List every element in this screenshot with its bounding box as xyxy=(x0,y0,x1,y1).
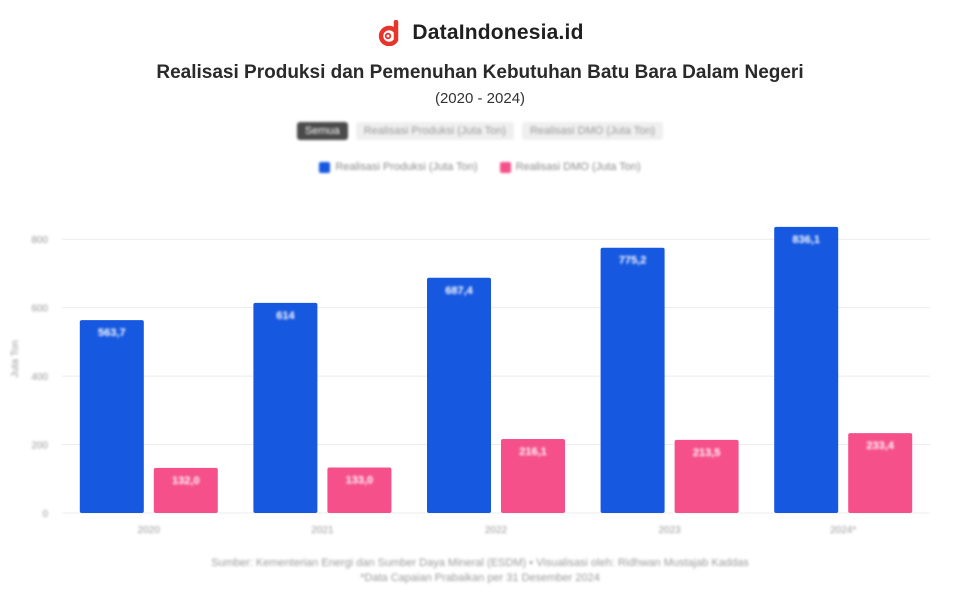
data-label: 233,4 xyxy=(866,440,894,452)
data-label: 614 xyxy=(276,310,295,322)
x-tick-label: 2021 xyxy=(311,525,334,536)
dataindonesia-logo-icon xyxy=(376,19,402,47)
bar-dmo[interactable] xyxy=(501,439,565,513)
bar-produksi[interactable] xyxy=(79,320,144,513)
x-tick-label: 2024* xyxy=(830,525,856,536)
brand-header: DataIndonesia.id xyxy=(0,19,960,47)
x-tick-label: 2020 xyxy=(138,525,161,536)
legend-swatch-dmo xyxy=(499,161,511,173)
chart-legend: Realisasi Produksi (Juta Ton) Realisasi … xyxy=(0,161,960,173)
brand-name[interactable]: DataIndonesia.id xyxy=(412,21,584,44)
chart-subtitle: (2020 - 2024) xyxy=(434,90,526,107)
y-axis-title: Juta Ton xyxy=(10,340,21,378)
legend-swatch-produksi xyxy=(319,161,331,173)
footnote-text: *Data Capaian Prabaikan per 31 Desember … xyxy=(360,572,600,584)
toggle-semua[interactable]: Semua xyxy=(296,122,348,140)
bar-produksi[interactable] xyxy=(600,247,665,513)
legend-label-dmo: Realisasi DMO (Juta Ton) xyxy=(515,161,641,173)
data-label: 132,0 xyxy=(172,475,200,487)
toggle-produksi[interactable]: Realisasi Produksi (Juta Ton) xyxy=(355,122,514,140)
bar-dmo[interactable] xyxy=(848,433,913,513)
chart-source: Sumber: Kementerian Energi dan Sumber Da… xyxy=(0,556,960,586)
bar-produksi[interactable] xyxy=(774,226,839,514)
data-label: 687,4 xyxy=(445,285,473,297)
x-tick-label: 2022 xyxy=(485,525,508,536)
bar-chart: 0 200 400 600 800 Juta Ton 563,7 132,0 2020 614 13… xyxy=(10,226,930,536)
bar-produksi[interactable] xyxy=(253,302,318,513)
legend-label-produksi: Realisasi Produksi (Juta Ton) xyxy=(335,161,478,173)
data-label: 216,1 xyxy=(519,446,547,458)
source-text: Sumber: Kementerian Energi dan Sumber Da… xyxy=(211,557,749,569)
bar-dmo[interactable] xyxy=(327,467,392,513)
y-tick-label: 800 xyxy=(31,235,48,246)
x-tick-label: 2023 xyxy=(658,525,681,536)
y-tick-label: 400 xyxy=(31,372,48,383)
series-toggle-group: Semua Realisasi Produksi (Juta Ton) Real… xyxy=(0,122,960,140)
toggle-dmo[interactable]: Realisasi DMO (Juta Ton) xyxy=(521,122,664,140)
data-label: 133,0 xyxy=(346,474,374,486)
bar-dmo[interactable] xyxy=(153,467,218,513)
y-tick-label: 200 xyxy=(31,441,48,452)
y-tick-label: 600 xyxy=(31,304,48,315)
data-label: 775,2 xyxy=(619,255,647,267)
legend-item-dmo[interactable]: Realisasi DMO (Juta Ton) xyxy=(499,161,641,173)
y-tick-label: 0 xyxy=(42,509,48,520)
bar-produksi[interactable] xyxy=(427,277,491,513)
data-label: 563,7 xyxy=(98,327,126,339)
data-label: 213,5 xyxy=(693,447,721,459)
bar-dmo[interactable] xyxy=(674,439,739,513)
chart-title: Realisasi Produksi dan Pemenuhan Kebutuh… xyxy=(156,62,804,83)
data-label: 836,1 xyxy=(792,234,820,246)
legend-item-produksi[interactable]: Realisasi Produksi (Juta Ton) xyxy=(319,161,478,173)
